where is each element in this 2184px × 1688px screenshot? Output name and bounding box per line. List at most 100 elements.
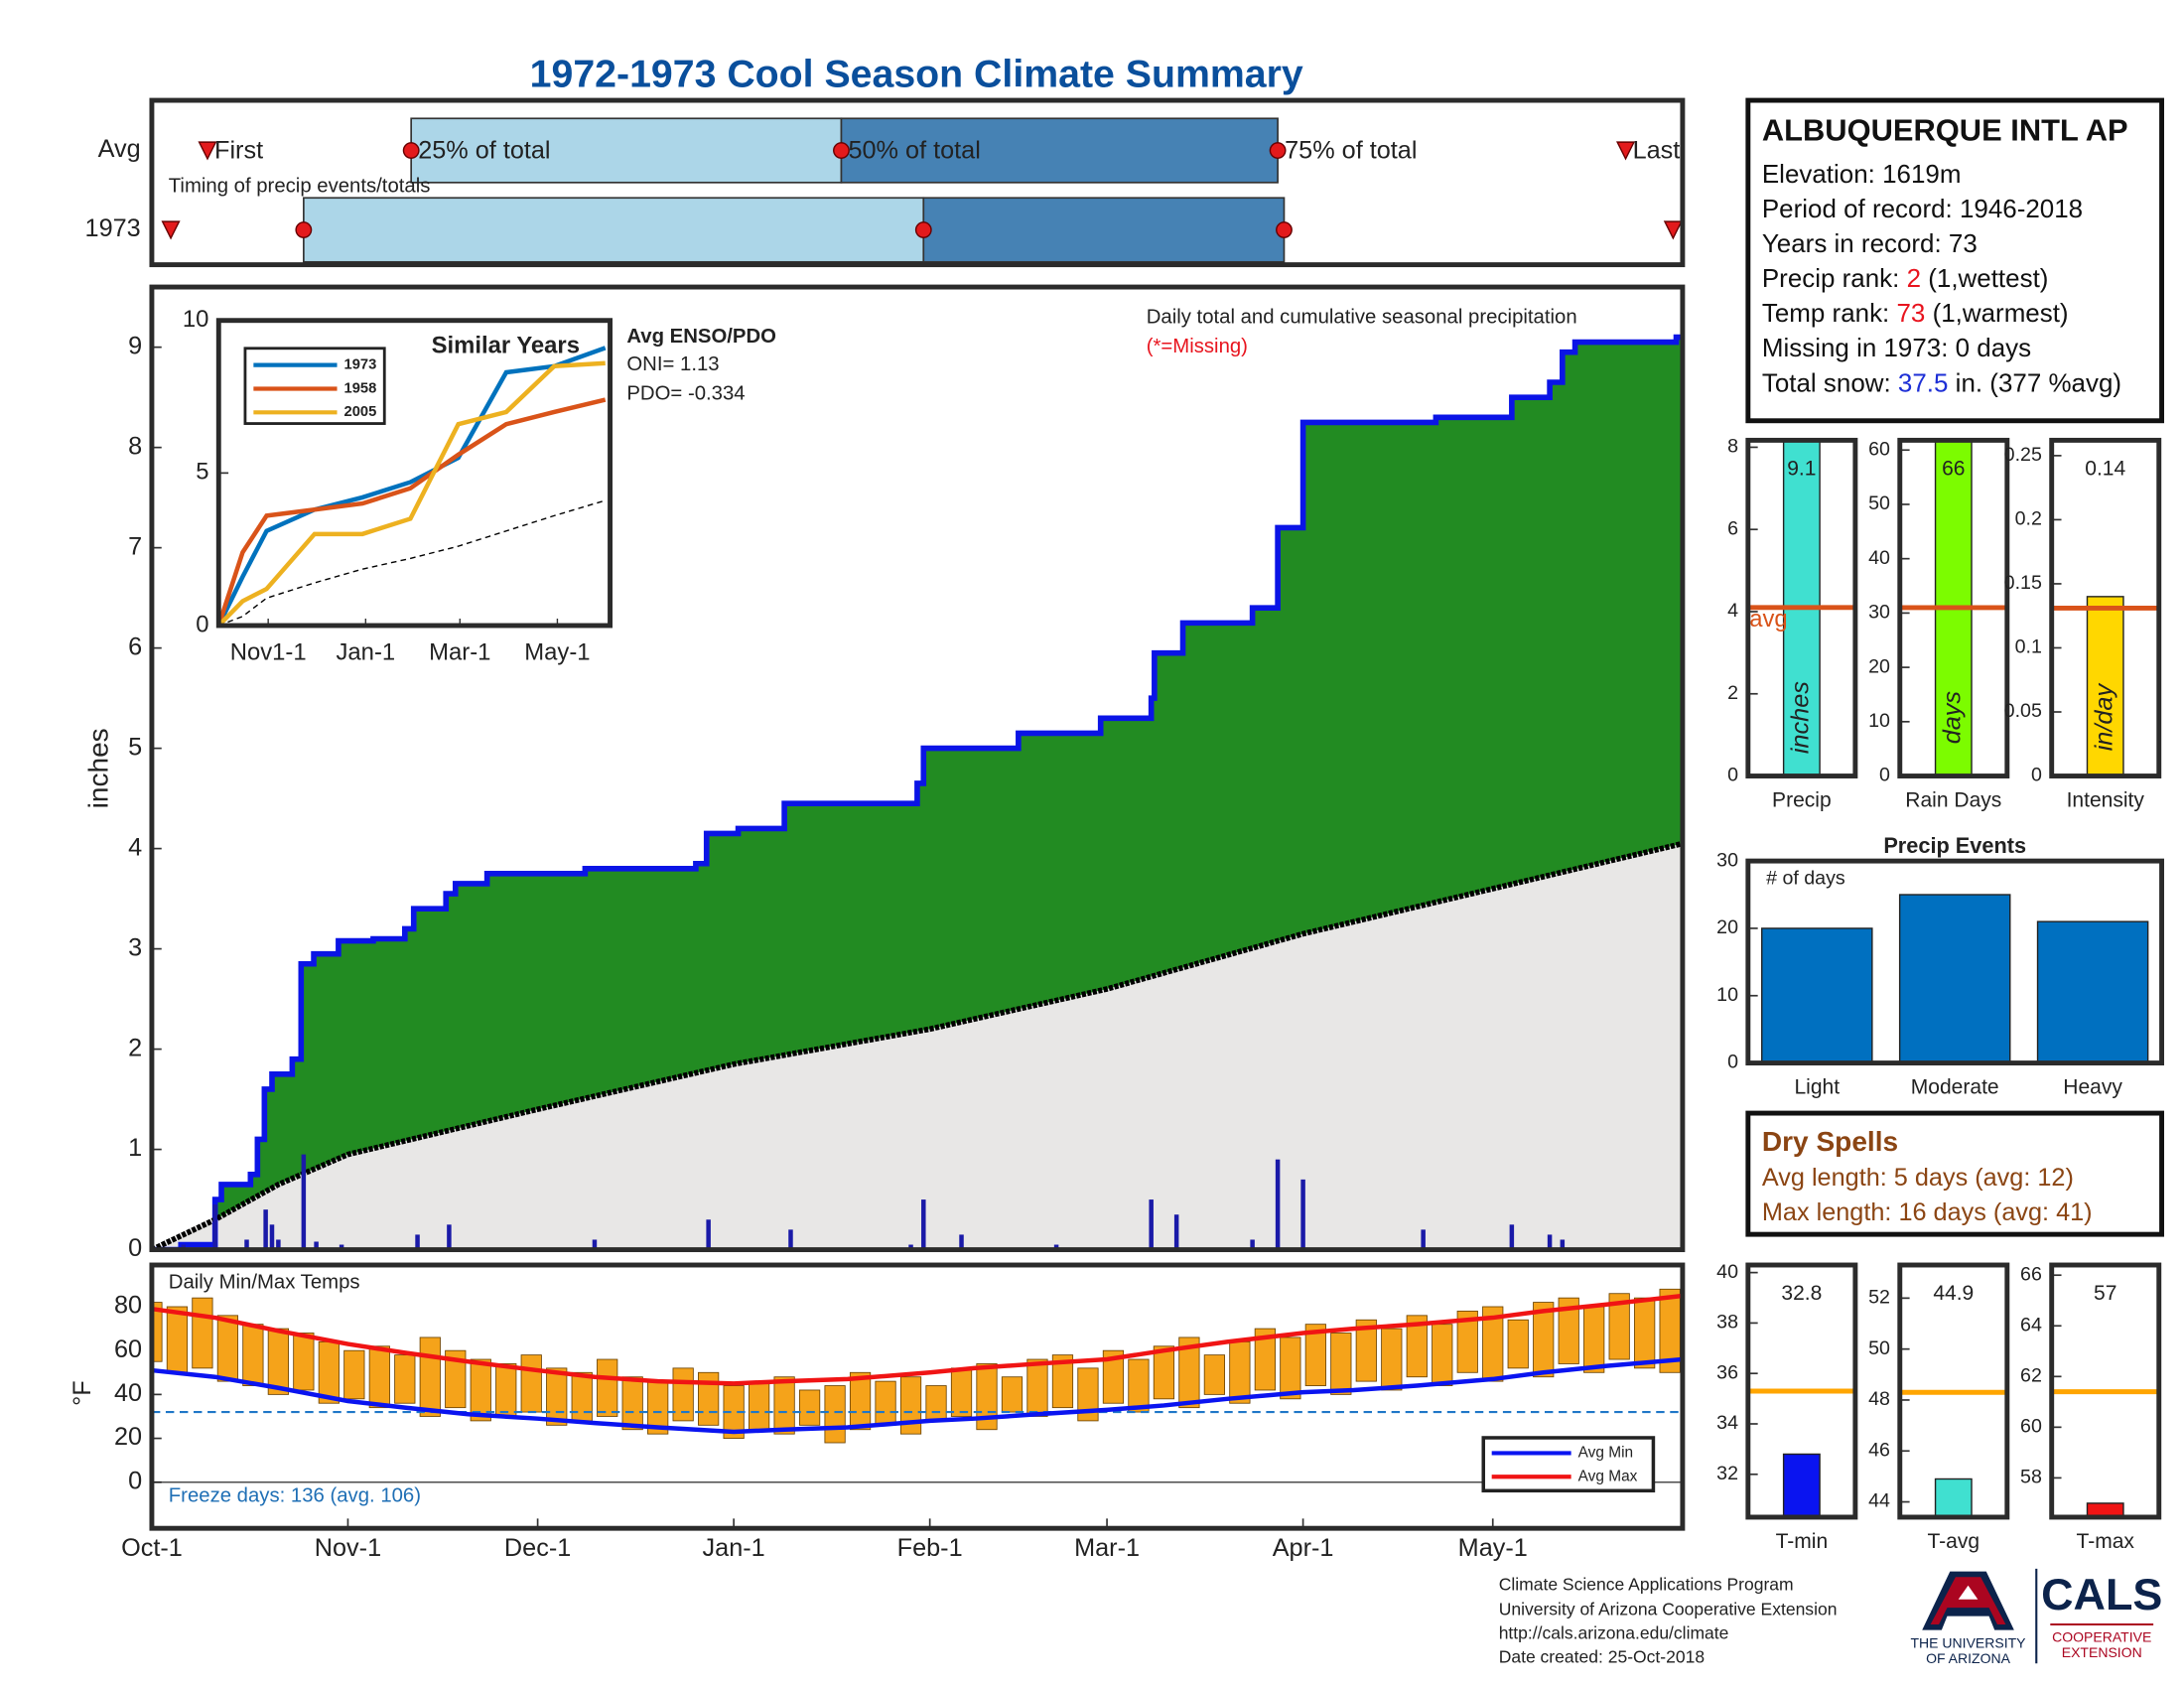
y-tick-label: 30: [1868, 602, 1890, 624]
temp-bar: [495, 1363, 517, 1417]
elevation: Elevation: 1619m: [1761, 158, 1962, 189]
temp-bar: [899, 1376, 922, 1435]
max-length: Max length: 16 days (avg: 41): [1761, 1197, 2093, 1226]
value-label: 32.8: [1781, 1282, 1822, 1305]
plot-frame: [2049, 1262, 2162, 1520]
temp-bar: [1128, 1358, 1150, 1413]
x-tick-label: Apr-1: [1273, 1534, 1334, 1562]
plot-frame: [1745, 858, 2165, 1066]
temp-bar: [1077, 1367, 1099, 1422]
avg-length: Avg length: 5 days (avg: 12): [1761, 1163, 2074, 1192]
daily-bar: [276, 1239, 281, 1250]
y-tick-label: 8: [128, 432, 142, 460]
annotation: Daily total and cumulative seasonal prec…: [1147, 306, 1577, 328]
cals-text: COOPERATIVE: [2052, 1629, 2151, 1645]
plot-frame: [1897, 437, 2010, 778]
temp-bar: [1634, 1297, 1656, 1369]
temp-bar: [546, 1367, 568, 1426]
temp-bar: [1355, 1319, 1377, 1382]
marker-label: 50% of total: [848, 137, 980, 165]
value-label: 9.1: [1787, 457, 1816, 480]
daily-bar: [1547, 1234, 1553, 1250]
daily-bar: [269, 1224, 275, 1250]
temp-bar: [1406, 1315, 1428, 1378]
enso-pdo: PDO= -0.334: [626, 382, 745, 404]
temp-bar: [1026, 1358, 1048, 1417]
temp-bar: [1304, 1324, 1326, 1386]
y-tick-label: 5: [196, 459, 208, 486]
y-tick-label: 66: [2020, 1263, 2042, 1285]
avg-temp-line: [151, 1293, 1683, 1386]
temp-bar: [749, 1380, 770, 1431]
y-axis-label: °F: [68, 1380, 96, 1406]
daily-bar: [1275, 1159, 1281, 1250]
temp-bar: [394, 1354, 416, 1404]
daily-bar: [301, 1154, 307, 1250]
footer-line: Climate Science Applications Program: [1499, 1574, 1794, 1594]
temp-bar: [192, 1297, 213, 1369]
x-tick-label: May-1: [1458, 1534, 1528, 1562]
y-tick-label: 50: [1868, 1337, 1890, 1359]
y-tick-label: 2: [128, 1034, 142, 1061]
y-tick-label: 5: [128, 733, 142, 761]
y-tick-label: 0.2: [2015, 508, 2042, 530]
y-tick-label: 64: [2020, 1314, 2042, 1336]
y-tick-label: 7: [128, 532, 142, 560]
cals-text: EXTENSION: [2062, 1644, 2142, 1660]
temp-bar: [1280, 1336, 1301, 1400]
y-tick-label: 0: [128, 1234, 142, 1262]
note: (1,warmest): [1932, 298, 2069, 328]
temp-bar: [1330, 1333, 1352, 1395]
bar: [1898, 894, 2011, 1064]
temp-bar: [445, 1349, 467, 1409]
y-tick-label: 0: [1879, 765, 1890, 786]
y-tick-label: 10: [183, 306, 209, 333]
daily-bar: [1509, 1224, 1515, 1250]
temp-plot: [151, 1288, 1683, 1483]
y-tick-label: 0: [1727, 765, 1738, 786]
daily-bar: [244, 1239, 249, 1250]
y-tick-label: 10: [1868, 710, 1890, 732]
temp-bar: [1254, 1328, 1276, 1391]
dry-spells-box: [1745, 1110, 2165, 1237]
marker-label: 75% of total: [1285, 137, 1417, 165]
footer-line: http://cals.arizona.edu/climate: [1499, 1622, 1729, 1642]
missing-note: (*=Missing): [1147, 336, 1248, 357]
daily-bar: [1300, 1179, 1305, 1250]
series-line: [218, 397, 607, 627]
temp-bar: [1533, 1302, 1555, 1378]
y-tick-label: 0: [196, 611, 208, 637]
y-tick-label: 8: [1727, 436, 1738, 458]
y-tick-label: 0.15: [2004, 572, 2042, 594]
x-label: Intensity: [2067, 788, 2145, 811]
plot-frame: [1745, 1262, 1858, 1520]
freeze-note: Freeze days: 136 (avg. 106): [169, 1484, 421, 1506]
quartile-marker: [1269, 142, 1287, 159]
temp-bar: [849, 1371, 872, 1431]
value-label: 0.14: [2085, 457, 2125, 480]
x-tick-label: Nov-1: [315, 1534, 381, 1562]
temp-bar: [875, 1380, 896, 1426]
label: Temp rank:: [1761, 298, 1890, 328]
timing-plot: First 25% of total 50% of total 75% of tota…: [161, 117, 1683, 263]
value-label: 44.9: [1933, 1282, 1974, 1305]
x-label: T-min: [1776, 1530, 1829, 1553]
temp-bar: [470, 1358, 491, 1422]
temp-bar: [368, 1345, 390, 1409]
x-tick-label: Jan-1: [337, 638, 396, 665]
bar-plot: [1747, 1388, 1855, 1517]
plot-frame: [1745, 437, 1858, 778]
label: Total snow:: [1761, 367, 1891, 397]
daily-bar: [959, 1234, 964, 1250]
bar-plot: [2051, 1389, 2159, 1517]
temp-bar: [1507, 1319, 1529, 1369]
x-label: T-max: [2077, 1530, 2135, 1553]
page-title: 1972-1973 Cool Season Climate Summary: [530, 53, 1303, 96]
plot-frame: [149, 284, 1686, 1253]
y-tick-label: 58: [2020, 1467, 2042, 1488]
daily-bar: [181, 1244, 187, 1250]
x-tick-label: Nov1-1: [230, 638, 307, 665]
y-tick-label: 60: [1868, 438, 1890, 460]
